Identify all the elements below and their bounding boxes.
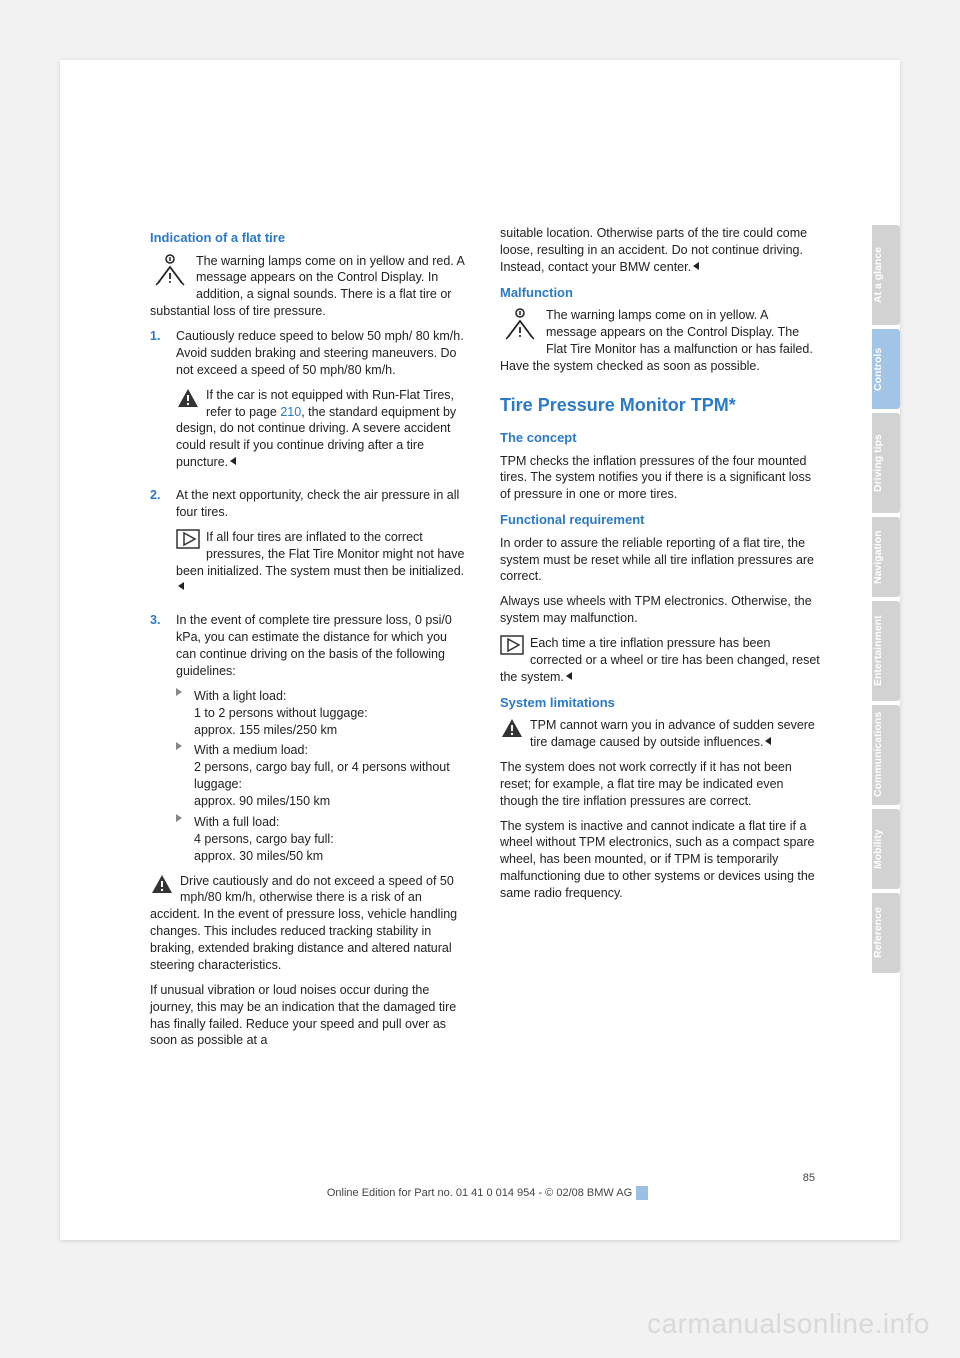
section-tab[interactable]: Entertainment: [872, 601, 900, 701]
warning-triangle-icon: [500, 717, 524, 739]
end-marker-icon: [178, 582, 184, 590]
ordered-list: 1. Cautiously reduce speed to below 50 m…: [150, 328, 470, 865]
section-tab[interactable]: Driving tips: [872, 413, 900, 513]
note-block: Each time a tire inflation pressure has …: [500, 635, 820, 686]
watermark: carmanualsonline.info: [647, 1308, 930, 1340]
right-column: suitable location. Otherwise parts of th…: [500, 225, 820, 1057]
para: If unusual vibration or loud noises occu…: [150, 982, 470, 1050]
warning-block: If the car is not equipped with Run-Flat…: [176, 387, 470, 471]
page-link[interactable]: 210: [280, 405, 301, 419]
para-malfunction: The warning lamps come on in yellow. A m…: [500, 307, 820, 375]
warning-block: TPM cannot warn you in advance of sudden…: [500, 717, 820, 751]
list-item: 1. Cautiously reduce speed to below 50 m…: [150, 328, 470, 479]
content-columns: Indication of a flat tire The warning la…: [150, 225, 825, 1057]
document-page: Indication of a flat tire The warning la…: [60, 60, 900, 1240]
section-tab[interactable]: Communications: [872, 705, 900, 805]
bullet-icon: [176, 742, 182, 750]
end-marker-icon: [230, 457, 236, 465]
heading-system-limitations: System limitations: [500, 694, 820, 712]
list-number: 1.: [150, 328, 168, 479]
list-number: 2.: [150, 487, 168, 604]
section-tab[interactable]: At a glance: [872, 225, 900, 325]
end-marker-icon: [566, 672, 572, 680]
bullet-item: With a light load: 1 to 2 persons withou…: [176, 688, 470, 739]
footer-bar-icon: [636, 1186, 648, 1200]
note-arrow-icon: [176, 529, 200, 549]
para: The system does not work correctly if it…: [500, 759, 820, 810]
list-body: At the next opportunity, check the air p…: [176, 487, 470, 604]
note-arrow-icon: [500, 635, 524, 655]
bullet-item: With a full load: 4 persons, cargo bay f…: [176, 814, 470, 865]
para: The system is inactive and cannot indica…: [500, 818, 820, 902]
section-tab[interactable]: Navigation: [872, 517, 900, 597]
bullet-item: With a medium load: 2 persons, cargo bay…: [176, 742, 470, 810]
heading-malfunction: Malfunction: [500, 284, 820, 302]
section-tabs: At a glance Controls Driving tips Navigatio…: [872, 225, 900, 977]
warning-triangle-icon: [150, 873, 174, 895]
para: Always use wheels with TPM electronics. …: [500, 593, 820, 627]
list-body: Cautiously reduce speed to below 50 mph/…: [176, 328, 470, 479]
section-tab[interactable]: Controls: [872, 329, 900, 409]
footer-line: Online Edition for Part no. 01 41 0 014 …: [327, 1187, 632, 1199]
list-body: In the event of complete tire pressure l…: [176, 612, 470, 680]
tire-warning-icon: [150, 253, 190, 287]
heading-concept: The concept: [500, 429, 820, 447]
heading-functional: Functional requirement: [500, 511, 820, 529]
warning-triangle-icon: [176, 387, 200, 409]
page-footer: 85 Online Edition for Part no. 01 41 0 0…: [150, 1172, 825, 1200]
note-block: If all four tires are inflated to the co…: [176, 529, 470, 597]
list-number: 3.: [150, 612, 168, 680]
list-item: 3. In the event of complete tire pressur…: [150, 612, 470, 680]
heading-indication: Indication of a flat tire: [150, 229, 470, 247]
tire-warning-icon: [500, 307, 540, 341]
para: In order to assure the reliable reportin…: [500, 535, 820, 586]
end-marker-icon: [693, 262, 699, 270]
end-marker-icon: [765, 737, 771, 745]
bullet-icon: [176, 814, 182, 822]
para-warning-lamps: The warning lamps come on in yellow and …: [150, 253, 470, 321]
page-number: 85: [150, 1172, 815, 1184]
heading-tpm: Tire Pressure Monitor TPM*: [500, 393, 820, 417]
section-tab[interactable]: Mobility: [872, 809, 900, 889]
warning-block: Drive cautiously and do not exceed a spe…: [150, 873, 470, 974]
list-item: 2. At the next opportunity, check the ai…: [150, 487, 470, 604]
section-tab[interactable]: Reference: [872, 893, 900, 973]
bullet-icon: [176, 688, 182, 696]
left-column: Indication of a flat tire The warning la…: [150, 225, 470, 1057]
para: TPM checks the inflation pressures of th…: [500, 453, 820, 504]
para-continuation: suitable location. Otherwise parts of th…: [500, 225, 820, 276]
